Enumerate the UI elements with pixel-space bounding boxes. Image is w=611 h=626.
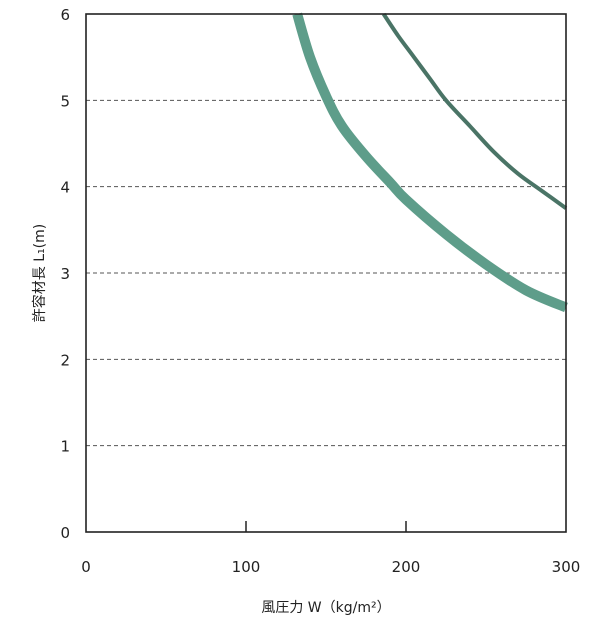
x-axis: 0 100 200 300 (81, 521, 580, 576)
series-line-2 (381, 12, 568, 210)
x-tick-label: 200 (392, 558, 421, 576)
x-tick-label: 300 (552, 558, 581, 576)
y-tick-label: 4 (60, 179, 70, 197)
x-tick-label: 0 (81, 558, 91, 576)
y-tick-label: 1 (60, 438, 70, 456)
y-tick-label: 6 (60, 6, 70, 24)
y-tick-label: 5 (60, 92, 70, 110)
y-tick-label: 3 (60, 265, 70, 283)
x-axis-title: 風圧力 W（kg/m²） (261, 600, 390, 616)
y-tick-label: 2 (60, 351, 70, 369)
x-tick-label: 100 (232, 558, 261, 576)
y-tick-label: 0 (60, 524, 70, 542)
y-axis-title: 許容材長 L₁(m) (31, 224, 48, 322)
y-axis: 0 1 2 3 4 5 6 (60, 6, 70, 542)
plot-frame (85, 13, 567, 533)
series-layer (292, 12, 568, 313)
series-line-1 (292, 12, 568, 313)
